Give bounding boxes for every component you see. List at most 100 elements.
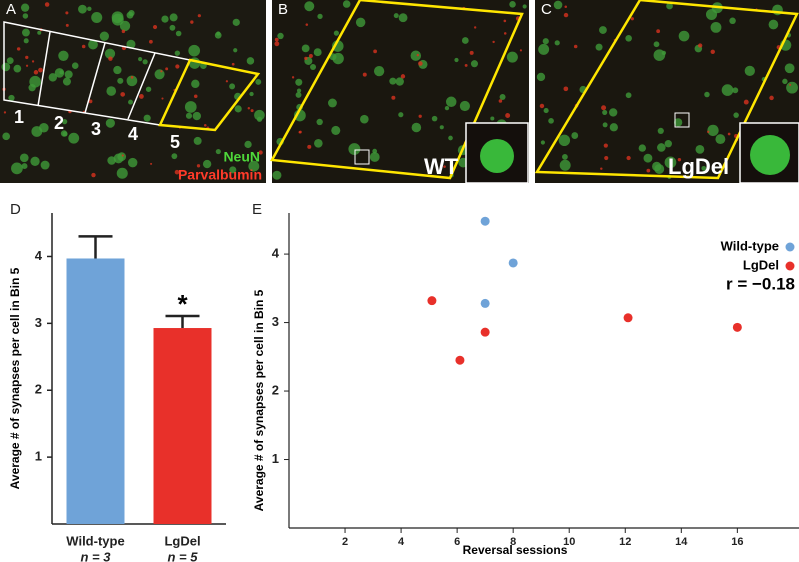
cell [48,73,57,82]
x-tick-label: Wild-type [66,533,124,548]
cell [707,124,719,137]
cell [554,40,560,46]
point [480,327,490,337]
y-tick-label: 2 [35,382,42,397]
cell [272,170,282,180]
cell [721,84,734,96]
y-tick-label: 3 [35,315,42,330]
cell [175,30,182,37]
cell [498,99,503,103]
cell [369,152,380,162]
bin-line [127,52,156,120]
cell [710,49,715,54]
cell [715,134,726,145]
cell [202,159,212,169]
cell [743,99,749,105]
cell [305,23,309,26]
cell [522,4,527,9]
panel-label: A [6,1,16,18]
cell [255,79,262,85]
cell [247,107,251,110]
stain-label: Parvalbumin [178,167,262,183]
cell [65,23,69,27]
cell [431,115,438,122]
cell [355,17,366,28]
cell [244,140,252,149]
x-tick-label: LgDel [164,533,200,548]
cell [395,77,404,86]
cell [99,31,109,41]
cell [145,86,152,92]
cell [317,13,323,19]
cell [411,122,422,133]
cell [704,91,710,98]
cell [540,140,545,145]
cell [418,61,423,66]
stain-label: NeuN [223,149,260,165]
cell [373,49,377,54]
cell [91,11,103,24]
cell [44,2,50,7]
cell [342,0,351,8]
cell [149,39,153,44]
cell [193,94,198,99]
cell [732,87,739,94]
cell [174,169,180,175]
cell [78,4,87,14]
cell [602,122,608,128]
cell [81,44,86,49]
cell [308,54,313,58]
cell [121,29,126,34]
cell [445,96,457,108]
cell [169,24,176,31]
panel-label: E [252,201,262,218]
cell [573,44,578,49]
cell [1,62,11,72]
cell [234,105,242,113]
cell [62,118,68,125]
cell [138,94,144,99]
cell [625,92,632,99]
cell [707,130,710,134]
cell [400,74,406,79]
cell [108,56,113,61]
sample-size: n = 3 [81,549,112,562]
point [427,296,437,306]
bar [66,258,125,524]
cell [543,108,549,114]
bin5-outline [158,58,261,132]
cell [461,37,469,44]
y-tick-label: 2 [272,382,279,397]
cell [307,144,312,149]
cell [332,52,344,65]
cell [536,72,546,82]
cell [626,155,631,161]
cell [698,43,703,48]
cell [2,132,10,141]
point [480,216,490,226]
cell [185,112,193,119]
cell [38,67,43,73]
x-tick-label: 2 [342,536,348,548]
cell [769,95,774,101]
cell [21,163,28,170]
cell [3,111,7,114]
cell [258,150,263,155]
point [455,355,465,365]
cell [439,125,444,130]
cell [469,50,474,55]
cell [638,144,647,152]
cell [277,32,284,40]
cell [169,13,178,22]
cell [553,0,563,10]
cell [604,155,609,161]
significance: * [177,289,188,319]
cell [548,118,554,124]
cell [188,44,201,57]
cell [505,113,511,118]
cell [678,30,690,42]
cell [657,143,666,152]
cell [256,116,263,122]
bin-line [37,31,51,107]
cell [298,130,302,134]
